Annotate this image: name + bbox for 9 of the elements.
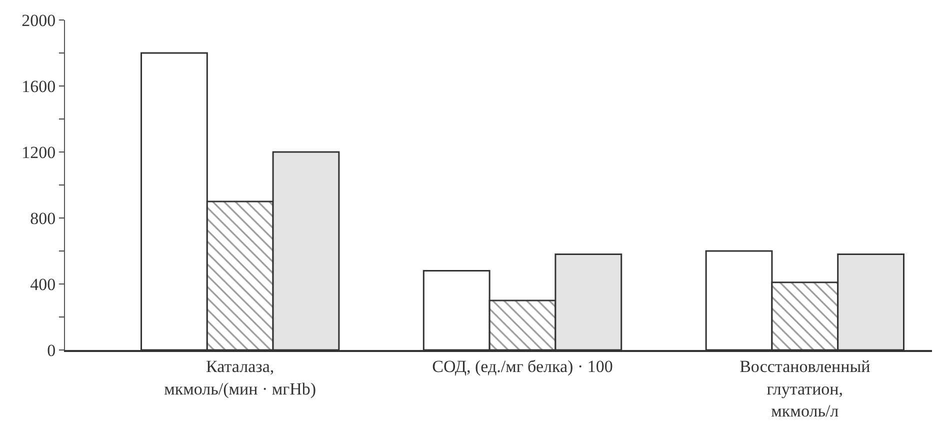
- y-tick-label: 1600: [22, 76, 56, 96]
- x-tick-label: СОД, (ед./мг белка) · 100: [432, 357, 613, 376]
- y-tick-label: 1200: [22, 142, 56, 162]
- y-tick-label: 2000: [22, 10, 56, 30]
- y-tick-label: 400: [30, 274, 56, 294]
- y-tick-label: 800: [30, 208, 56, 228]
- x-tick-label: Восстановленный глутатион, мкмоль/л: [740, 357, 870, 420]
- x-tick-label: Каталаза, мкмоль/(мин · мгHb): [164, 357, 316, 398]
- y-tick-label: 0: [47, 340, 56, 360]
